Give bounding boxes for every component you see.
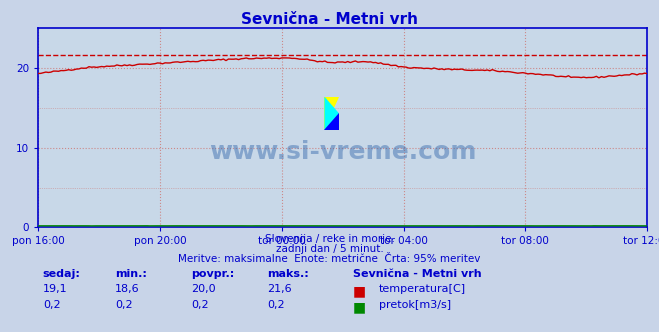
Polygon shape [324, 113, 339, 130]
Text: min.:: min.: [115, 269, 147, 279]
Text: ■: ■ [353, 300, 366, 314]
Text: 19,1: 19,1 [43, 284, 67, 294]
Text: ■: ■ [353, 284, 366, 298]
Text: zadnji dan / 5 minut.: zadnji dan / 5 minut. [275, 244, 384, 254]
Polygon shape [324, 97, 339, 130]
Text: 0,2: 0,2 [191, 300, 209, 310]
Text: Sevnična - Metni vrh: Sevnična - Metni vrh [241, 12, 418, 27]
Text: pretok[m3/s]: pretok[m3/s] [379, 300, 451, 310]
Text: www.si-vreme.com: www.si-vreme.com [209, 140, 476, 164]
Polygon shape [324, 97, 339, 130]
Text: povpr.:: povpr.: [191, 269, 235, 279]
Text: 0,2: 0,2 [267, 300, 285, 310]
Text: temperatura[C]: temperatura[C] [379, 284, 466, 294]
Text: 20,0: 20,0 [191, 284, 215, 294]
Text: 0,2: 0,2 [43, 300, 61, 310]
Text: Meritve: maksimalne  Enote: metrične  Črta: 95% meritev: Meritve: maksimalne Enote: metrične Črta… [179, 254, 480, 264]
Text: Sevnična - Metni vrh: Sevnična - Metni vrh [353, 269, 481, 279]
Text: sedaj:: sedaj: [43, 269, 80, 279]
Text: 21,6: 21,6 [267, 284, 291, 294]
Text: 0,2: 0,2 [115, 300, 133, 310]
Text: Slovenija / reke in morje.: Slovenija / reke in morje. [264, 234, 395, 244]
Text: 18,6: 18,6 [115, 284, 140, 294]
Text: maks.:: maks.: [267, 269, 308, 279]
